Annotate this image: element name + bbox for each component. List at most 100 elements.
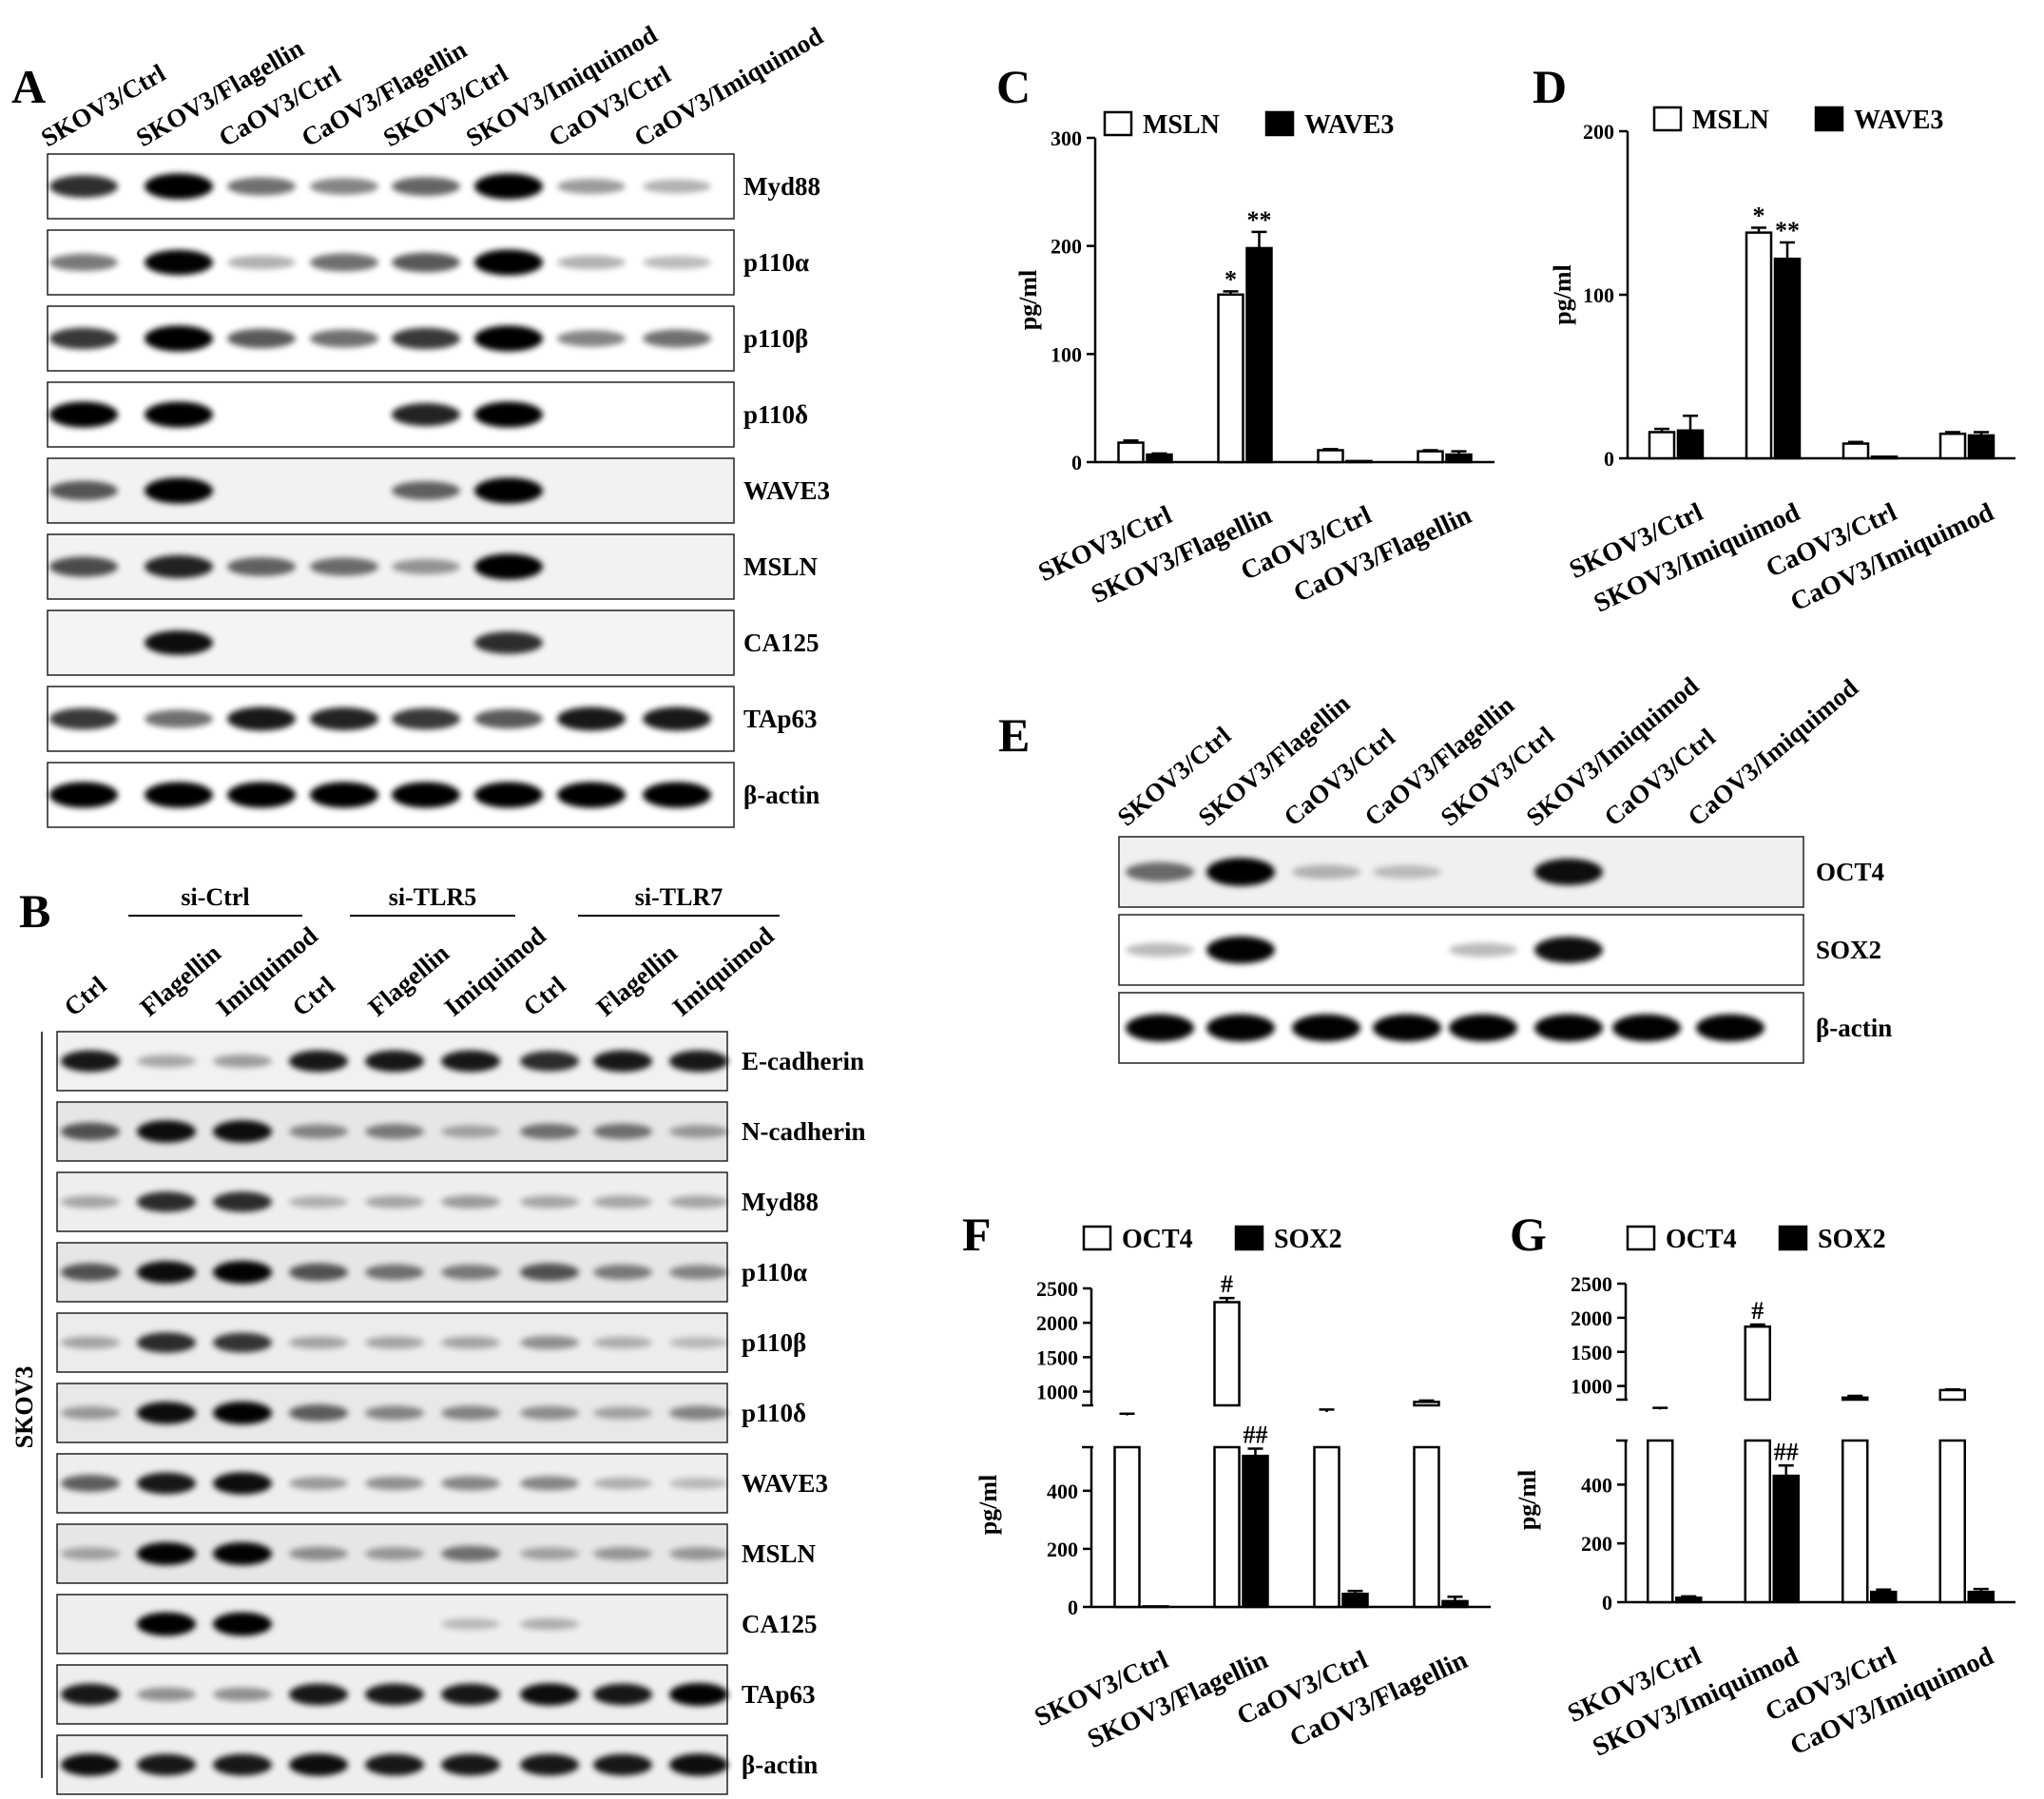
panel-b-band <box>289 1753 348 1776</box>
chart-g-bar-oct4-1-lower <box>1744 1439 1771 1604</box>
panel-b-blot-strip-6 <box>56 1453 728 1514</box>
panel-b-protein-label-10: β-actin <box>742 1751 818 1779</box>
chart-f-bar-sox2-2 <box>1341 1593 1369 1609</box>
panel-b-band <box>520 1195 579 1209</box>
panel-f-letter: F <box>962 1208 992 1261</box>
panel-b-band <box>520 1123 579 1140</box>
chart-g-y-tick-label-upper-0: 1000 <box>1571 1375 1612 1399</box>
panel-e-band <box>1206 936 1275 964</box>
panel-e-protein-label-0: OCT4 <box>1816 858 1884 886</box>
panel-b-protein-label-6: WAVE3 <box>742 1469 828 1498</box>
panel-a-band <box>145 249 213 276</box>
panel-b-band <box>61 1195 120 1209</box>
panel-b-band <box>365 1124 424 1139</box>
panel-b-protein-label-1: N-cadherin <box>742 1117 866 1146</box>
panel-b-band <box>669 1405 728 1421</box>
chart-g-bar-sox2-3 <box>1967 1590 1995 1604</box>
panel-b-band <box>61 1336 120 1349</box>
panel-e-band <box>1126 861 1194 882</box>
panel-a-band <box>145 630 213 655</box>
panel-b-blot-strip-5 <box>56 1383 728 1443</box>
chart-f-y-tick-label-upper-1: 1500 <box>1036 1345 1078 1369</box>
panel-b-protein-label-5: p110δ <box>742 1399 806 1427</box>
panel-a-protein-label-0: Myd88 <box>743 172 820 201</box>
panel-a-blot-strip-7 <box>47 686 735 752</box>
panel-b-band <box>289 1124 348 1139</box>
panel-b-band <box>365 1195 424 1209</box>
panel-b-band <box>365 1264 424 1281</box>
panel-b-band <box>520 1683 579 1706</box>
panel-e-band <box>1449 942 1517 958</box>
panel-a-blot-strip-8 <box>47 762 735 828</box>
panel-b-band <box>669 1195 728 1209</box>
chart-d-legend-swatch-1 <box>1814 106 1844 132</box>
panel-b-band <box>213 1687 272 1702</box>
panel-a-band <box>227 255 296 270</box>
panel-b-band <box>213 1472 272 1495</box>
panel-b-band <box>669 1682 728 1707</box>
chart-c-bar-msln-0 <box>1117 441 1145 464</box>
panel-a-protein-label-7: TAp63 <box>743 705 818 733</box>
panel-b-band <box>520 1617 579 1631</box>
panel-b-group-label-0: si-Ctrl <box>181 883 249 911</box>
chart-g-y-tick-label-upper-2: 2000 <box>1571 1306 1612 1330</box>
panel-b-band <box>137 1402 196 1424</box>
chart-g-y-tick-label-lower-0: 0 <box>1602 1591 1612 1615</box>
panel-a-band <box>49 782 118 808</box>
panel-b-band <box>593 1336 652 1349</box>
chart-c-significance-msln: * <box>1224 265 1237 293</box>
chart-f-legend-swatch-0 <box>1082 1225 1112 1251</box>
panel-a-protein-label-3: p110δ <box>743 400 808 429</box>
panel-e-band <box>1126 942 1194 958</box>
panel-b-lane-label-4: Flagellin <box>363 938 454 1022</box>
panel-b-band <box>669 1478 728 1489</box>
panel-a-band <box>145 401 213 428</box>
panel-e-blot-strip-1 <box>1118 914 1804 986</box>
chart-d-bar-wave3-1 <box>1773 257 1802 460</box>
panel-b-band <box>213 1054 272 1068</box>
panel-b-band <box>213 1260 272 1285</box>
panel-b-blot-strip-1 <box>56 1101 728 1162</box>
panel-a-band <box>643 179 711 194</box>
panel-b-band <box>213 1332 272 1353</box>
panel-a-band <box>643 256 711 269</box>
panel-a-band <box>310 253 378 272</box>
panel-b-band <box>61 1406 120 1420</box>
panel-e-band <box>1612 1014 1681 1042</box>
panel-e-lane-label-1: SKOV3/Flagellin <box>1193 688 1356 831</box>
panel-b-blot-strip-7 <box>56 1523 728 1584</box>
panel-a-protein-label-6: CA125 <box>743 629 820 657</box>
chart-c-bar-wave3-0 <box>1146 453 1173 464</box>
panel-b-protein-label-2: Myd88 <box>742 1188 819 1216</box>
panel-b-band <box>441 1683 500 1706</box>
panel-b-band <box>289 1477 348 1490</box>
panel-a-band <box>392 782 460 808</box>
panel-b-band <box>669 1125 728 1138</box>
panel-b-band <box>213 1541 272 1566</box>
panel-b-blot-strip-4 <box>56 1312 728 1373</box>
panel-b-band <box>593 1753 652 1776</box>
panel-g-letter: G <box>1510 1208 1547 1261</box>
chart-g-bar-oct4-0-lower <box>1647 1439 1674 1604</box>
chart-d-significance-msln: * <box>1753 202 1765 229</box>
panel-a-band <box>145 554 213 579</box>
panel-a-band <box>474 325 543 352</box>
panel-a-band <box>145 173 213 200</box>
panel-b-band <box>593 1477 652 1490</box>
panel-b-protein-label-8: CA125 <box>742 1610 818 1638</box>
panel-b-band <box>61 1753 120 1776</box>
chart-g-bar-oct4-2 <box>1842 1396 1869 1402</box>
panel-a-band <box>145 709 213 728</box>
panel-b-band <box>61 1263 120 1282</box>
panel-b-blot-strip-3 <box>56 1242 728 1303</box>
panel-a-blot-strip-2 <box>47 305 735 372</box>
panel-b-band <box>669 1050 728 1073</box>
panel-a-band <box>474 782 543 808</box>
panel-a-band <box>310 329 378 348</box>
chart-g-bar-sox2-2 <box>1870 1590 1898 1604</box>
chart-c-legend-swatch-0 <box>1103 110 1133 137</box>
panel-b-band <box>213 1612 272 1636</box>
panel-a-band <box>227 706 296 731</box>
chart-g-significance-sox2: ## <box>1774 1438 1799 1465</box>
panel-a-protein-label-5: MSLN <box>743 552 819 581</box>
